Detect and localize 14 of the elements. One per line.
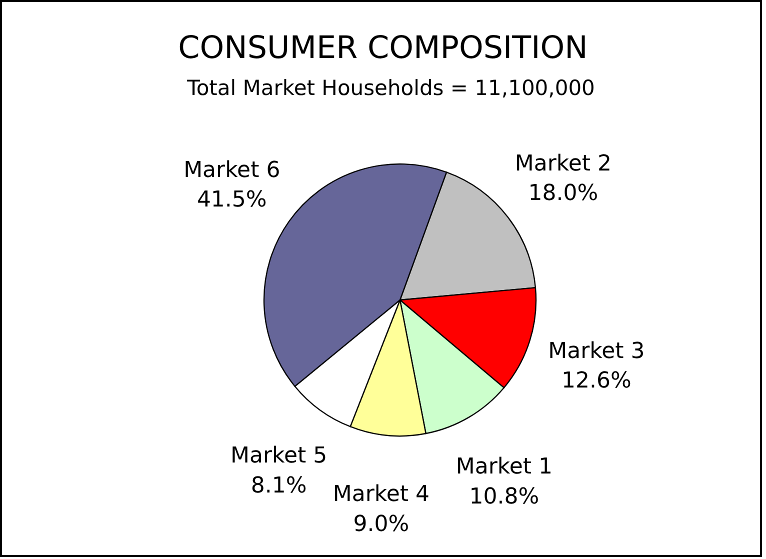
data-label: 8.1% xyxy=(250,473,307,498)
data-label: 12.6% xyxy=(562,368,632,394)
slice-label: Market 2 xyxy=(514,151,612,176)
data-label: 41.5% xyxy=(196,188,267,213)
data-label: 18.0% xyxy=(528,181,598,206)
slice-label: Market 5 xyxy=(230,444,328,469)
data-label: 10.8% xyxy=(469,484,540,510)
data-label: 9.0% xyxy=(353,512,410,537)
chart-title: CONSUMER COMPOSITION xyxy=(178,30,588,66)
chart-subtitle: Total Market Households = 11,100,000 xyxy=(186,76,595,100)
slice-label: Market 6 xyxy=(184,158,280,183)
slice-label: Market 1 xyxy=(456,454,553,480)
slice-label: Market 3 xyxy=(548,338,645,364)
slice-label: Market 4 xyxy=(332,482,430,508)
